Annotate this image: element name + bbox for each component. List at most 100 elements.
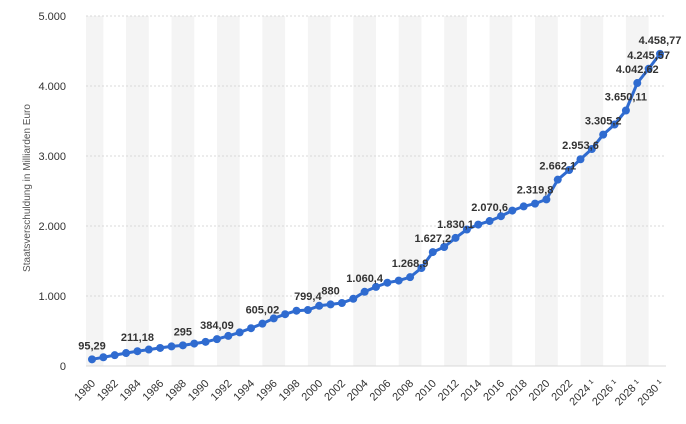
data-point[interactable]: [451, 233, 460, 242]
data-point[interactable]: [349, 294, 358, 303]
data-point[interactable]: [156, 343, 165, 352]
x-tick-label: 1988: [163, 378, 189, 404]
data-point[interactable]: [576, 155, 585, 164]
data-point[interactable]: [542, 195, 551, 204]
x-tick-label: 1992: [209, 378, 235, 404]
data-label: 2.953,6: [562, 140, 599, 152]
data-point[interactable]: [553, 175, 562, 184]
data-point[interactable]: [337, 299, 346, 307]
background-band: [171, 16, 195, 366]
data-label: 1.627,2: [414, 233, 451, 245]
x-tick-label: 2002: [322, 378, 348, 404]
x-tick-label: 2000: [300, 378, 326, 404]
data-point[interactable]: [406, 273, 415, 282]
x-tick-label: 2014: [459, 378, 485, 404]
data-point[interactable]: [144, 345, 153, 354]
data-point[interactable]: [212, 335, 221, 344]
data-point[interactable]: [621, 106, 630, 115]
x-tick-label: 1986: [140, 378, 166, 404]
data-point[interactable]: [599, 130, 608, 139]
data-point[interactable]: [383, 278, 392, 287]
data-point[interactable]: [281, 310, 290, 319]
data-label: 880: [321, 285, 339, 297]
x-tick-label: 2016: [481, 378, 507, 404]
data-point[interactable]: [360, 287, 369, 296]
data-point[interactable]: [247, 324, 256, 333]
data-point[interactable]: [633, 79, 642, 88]
data-point[interactable]: [303, 306, 312, 315]
data-point[interactable]: [417, 264, 426, 272]
data-point[interactable]: [496, 212, 505, 221]
data-point[interactable]: [508, 206, 517, 215]
x-tick-label: 1990: [186, 378, 212, 404]
data-point[interactable]: [292, 306, 301, 315]
data-point[interactable]: [190, 339, 199, 348]
background-bands: [86, 16, 649, 366]
x-tick-label: 2030 ¹: [636, 377, 667, 408]
data-label: 4.458,77: [639, 35, 682, 47]
x-tick-label: 2008: [390, 378, 416, 404]
data-point[interactable]: [394, 276, 403, 285]
data-point[interactable]: [428, 248, 437, 257]
y-tick-label: 1.000: [38, 291, 66, 303]
data-label: 2.662,1: [539, 161, 576, 173]
x-tick-label: 1994: [231, 378, 257, 404]
data-point[interactable]: [644, 64, 653, 73]
data-label: 1.268,9: [392, 258, 429, 270]
data-point[interactable]: [88, 355, 96, 364]
x-tick-label: 2012: [436, 378, 462, 404]
data-point[interactable]: [587, 145, 596, 153]
data-point[interactable]: [485, 217, 494, 226]
data-point[interactable]: [99, 353, 108, 362]
data-point[interactable]: [462, 225, 471, 234]
x-tick-label: 1996: [254, 378, 280, 404]
data-point[interactable]: [258, 319, 267, 328]
data-point[interactable]: [122, 349, 131, 358]
x-tick-label: 2020: [527, 378, 553, 404]
data-points: [88, 49, 664, 364]
gridlines: [86, 15, 666, 367]
data-label: 211,18: [121, 332, 154, 344]
data-point[interactable]: [656, 49, 664, 58]
data-label: 2.070,6: [471, 202, 508, 214]
background-band: [353, 16, 376, 366]
data-point[interactable]: [565, 166, 574, 174]
data-point[interactable]: [167, 342, 176, 351]
data-point[interactable]: [315, 301, 324, 310]
data-point[interactable]: [440, 243, 449, 251]
background-band: [216, 16, 240, 366]
data-point[interactable]: [201, 337, 210, 346]
data-point[interactable]: [326, 300, 335, 309]
data-point[interactable]: [133, 347, 142, 356]
data-point[interactable]: [224, 331, 233, 340]
background-band: [307, 16, 331, 366]
data-label: 1.830,1: [437, 219, 474, 231]
background-band: [86, 16, 104, 366]
data-point[interactable]: [178, 341, 187, 350]
background-band: [444, 16, 467, 366]
data-label: 799,4: [294, 291, 322, 303]
x-tick-label: 2010: [413, 378, 439, 404]
data-point[interactable]: [110, 351, 119, 360]
background-band: [625, 16, 649, 366]
data-point[interactable]: [372, 282, 380, 291]
background-band: [489, 16, 513, 366]
x-tick-label: 2018: [504, 378, 530, 404]
data-label: 384,09: [200, 320, 234, 332]
data-label: 4.245,57: [627, 50, 670, 62]
data-point[interactable]: [269, 314, 278, 323]
x-tick-label: 1980: [72, 378, 98, 404]
y-tick-label: 0: [60, 361, 66, 373]
data-point[interactable]: [519, 202, 528, 211]
data-label: 4.042,62: [616, 64, 659, 76]
data-point[interactable]: [474, 220, 483, 229]
x-tick-label: 1982: [95, 378, 121, 404]
x-tick-label: 2006: [368, 378, 394, 404]
data-point[interactable]: [235, 328, 244, 337]
background-band: [535, 16, 558, 366]
data-point[interactable]: [531, 199, 540, 208]
data-point[interactable]: [610, 120, 619, 129]
data-labels: 95,29 211,18 295 384,09 605,02 799,4 880 1.060,…: [78, 35, 681, 352]
